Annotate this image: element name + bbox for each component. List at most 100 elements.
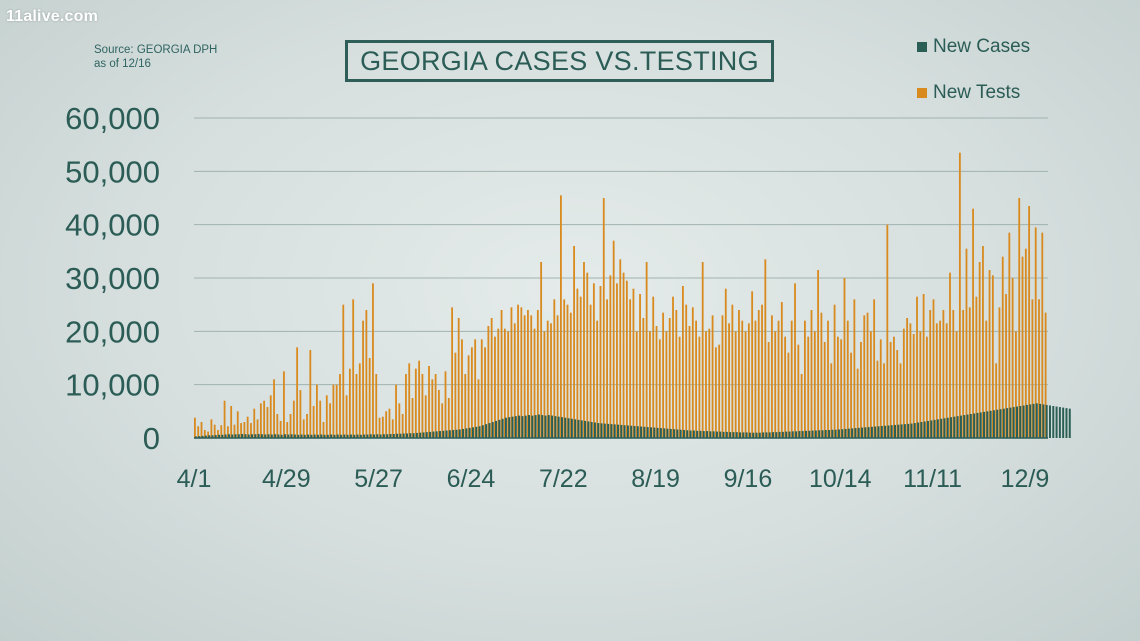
bar-new-cases [874,426,877,438]
brand-logo: 11alive.com [6,8,99,25]
bar-new-tests [998,307,1001,438]
bar-new-tests [655,326,658,438]
bar-new-tests [194,417,196,438]
bar-new-cases [547,415,550,438]
bar-new-tests [438,390,440,438]
bar-new-cases [392,434,395,438]
bar-new-cases [280,434,283,438]
bar-new-tests [556,315,559,438]
bar-new-tests [662,312,665,438]
legend-swatch-cases [917,42,927,52]
bar-new-tests [457,318,460,438]
bar-new-tests [919,331,922,438]
bar-new-tests [474,339,477,438]
bar-new-cases [613,424,616,438]
bar-new-cases [801,431,804,438]
bar-new-cases [251,434,254,438]
bar-new-cases [910,423,913,438]
bar-new-cases [274,434,277,438]
bar-new-tests [513,323,516,438]
bar-new-cases [412,433,415,438]
bar-new-tests [701,262,704,438]
bar-new-tests [922,294,925,438]
bar-new-cases [406,433,408,438]
bar-new-cases [267,434,270,438]
bar-new-cases [959,415,962,438]
bar-new-tests [804,320,806,438]
legend-label-cases: New Cases [933,36,1031,57]
bar-new-tests [645,262,648,438]
bar-new-tests [279,420,282,438]
y-tick-label: 60,000 [65,101,160,136]
bar-new-cases [996,409,999,438]
bar-new-cases [956,416,959,438]
bar-new-tests [487,326,490,438]
bar-new-cases [1012,407,1015,438]
bar-new-tests [705,331,707,438]
bar-new-cases [851,428,854,438]
bar-new-tests [1008,232,1011,438]
bar-new-tests [955,331,958,438]
bar-new-cases [742,432,745,438]
bar-new-tests [912,334,915,438]
bar-new-tests [365,310,368,438]
bar-new-tests [358,363,361,438]
bar-new-cases [303,434,306,438]
bar-new-cases [986,411,989,438]
bar-new-tests [309,350,312,438]
bar-new-cases [468,427,471,438]
bar-new-cases [366,434,369,438]
bar-new-cases [204,435,207,438]
bar-new-tests [780,302,783,438]
bar-new-tests [942,310,945,438]
bar-new-cases [419,432,422,438]
bar-new-cases [363,434,366,438]
bar-new-cases [260,434,263,438]
bar-new-tests [269,395,272,438]
bar-new-tests [1024,248,1027,438]
bar-new-tests [978,262,981,438]
bar-new-cases [1022,405,1025,438]
bar-new-tests [263,400,266,438]
bar-new-tests [708,328,711,438]
bar-new-tests [220,425,223,438]
bar-new-cases [636,426,639,438]
bar-new-tests [381,416,384,438]
bar-new-tests [385,411,388,438]
bar-new-cases [214,435,217,438]
bar-new-cases [409,433,412,438]
bar-new-cases [646,427,649,438]
bar-new-tests [991,275,994,438]
bar-new-tests [500,310,503,438]
bar-new-cases [1016,406,1018,438]
bar-new-tests [560,195,562,438]
bar-new-tests [751,291,754,438]
bar-new-tests [800,374,803,438]
y-tick-label: 30,000 [65,261,160,296]
bar-new-cases [501,418,504,438]
bar-new-cases [722,431,725,438]
bar-new-cases [231,434,234,438]
bar-new-cases [336,434,339,438]
bar-new-tests [807,336,810,438]
bar-new-cases [679,429,682,438]
bar-new-tests [490,318,493,438]
bar-new-tests [869,331,872,438]
bar-new-tests [767,342,770,438]
bar-new-cases [465,428,468,438]
bar-new-tests [724,288,727,438]
bar-new-cases [597,423,600,438]
bar-new-cases [804,430,807,438]
bar-new-tests [388,408,391,438]
bar-new-tests [332,384,335,438]
bar-new-cases [485,424,488,438]
bar-new-cases [847,428,850,438]
bar-new-cases [587,421,590,438]
bar-new-cases [719,431,722,438]
x-tick-label: 7/22 [539,465,588,493]
bar-new-tests [566,304,569,438]
bar-new-tests [794,283,796,438]
bar-new-tests [395,384,397,438]
bar-new-tests [658,339,661,438]
bar-new-tests [879,339,882,438]
